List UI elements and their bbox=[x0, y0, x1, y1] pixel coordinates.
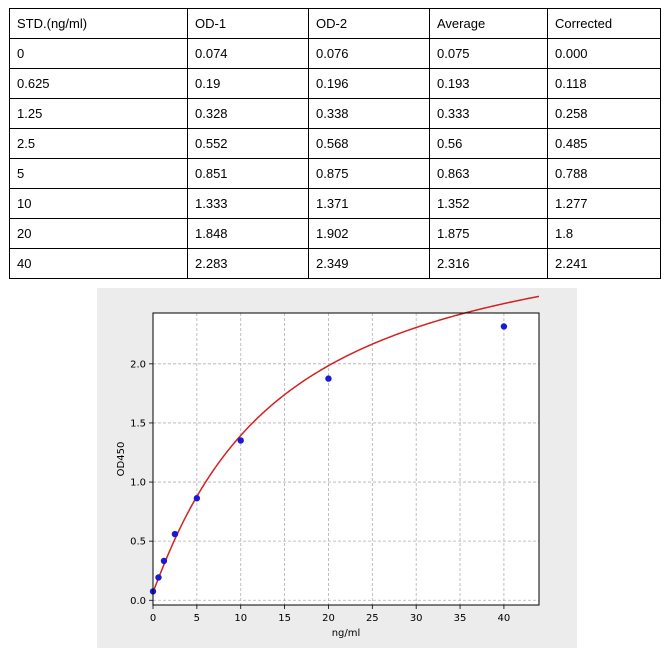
table-row: 5 0.851 0.875 0.863 0.788 bbox=[9, 158, 661, 189]
table-cell: 0 bbox=[9, 38, 188, 69]
data-point bbox=[193, 495, 201, 502]
x-tick-label: 30 bbox=[410, 613, 423, 624]
table-cell: 0.258 bbox=[547, 98, 661, 129]
table-cell: 20 bbox=[9, 218, 188, 249]
table-cell: 0.000 bbox=[547, 38, 661, 69]
table-cell: 1.352 bbox=[429, 188, 548, 219]
standard-table: STD.(ng/ml) OD-1 OD-2 Average Corrected 0 0.07… bbox=[9, 8, 661, 279]
column-header: Average bbox=[429, 8, 548, 39]
table-cell: 5 bbox=[9, 158, 188, 189]
table-cell: 0.193 bbox=[429, 68, 548, 99]
column-header: OD-1 bbox=[187, 8, 309, 39]
table-cell: 10 bbox=[9, 188, 188, 219]
y-tick-label: 1.5 bbox=[130, 418, 146, 429]
table-cell: 0.568 bbox=[308, 128, 430, 159]
x-tick-label: 25 bbox=[366, 613, 379, 624]
table-cell: 1.333 bbox=[187, 188, 309, 219]
y-tick-label: 2.0 bbox=[130, 359, 146, 370]
table-row: 1.25 0.328 0.338 0.333 0.258 bbox=[9, 98, 661, 129]
column-header: Corrected bbox=[547, 8, 661, 39]
data-point bbox=[237, 437, 244, 444]
x-tick-label: 0 bbox=[150, 613, 156, 624]
data-point bbox=[155, 574, 162, 581]
table-header-row: STD.(ng/ml) OD-1 OD-2 Average Corrected bbox=[9, 8, 661, 39]
data-point bbox=[171, 530, 179, 538]
table-cell: 1.277 bbox=[547, 188, 661, 219]
table-cell: 2.241 bbox=[547, 248, 661, 279]
table-cell: 0.118 bbox=[547, 68, 661, 99]
table-cell: 0.875 bbox=[308, 158, 430, 189]
table-cell: 0.863 bbox=[429, 158, 548, 189]
table-cell: 40 bbox=[9, 248, 188, 279]
table-cell: 1.371 bbox=[308, 188, 430, 219]
table-cell: 1.25 bbox=[9, 98, 188, 129]
table-cell: 2.5 bbox=[9, 128, 188, 159]
y-tick-label: 0.5 bbox=[130, 537, 146, 548]
chart-svg: 0 5 10 15 20 25 30 35 40 0.0 0.5 1.0 1.5 2.0 ng/ml OD45… bbox=[116, 295, 540, 639]
data-point bbox=[500, 323, 508, 330]
column-header: OD-2 bbox=[308, 8, 430, 39]
x-tick-label: 15 bbox=[278, 613, 291, 624]
x-tick-label: 10 bbox=[234, 613, 247, 624]
table-cell: 0.625 bbox=[9, 68, 188, 99]
table-cell: 1.848 bbox=[187, 218, 309, 249]
x-tick-label: 35 bbox=[454, 613, 467, 624]
table-row: 10 1.333 1.371 1.352 1.277 bbox=[9, 188, 661, 219]
table-cell: 2.283 bbox=[187, 248, 309, 279]
y-tick-label: 1.0 bbox=[130, 478, 146, 489]
table-cell: 1.875 bbox=[429, 218, 548, 249]
table-cell: 0.338 bbox=[308, 98, 430, 129]
table-row: 0 0.074 0.076 0.075 0.000 bbox=[9, 38, 661, 69]
table-cell: 1.8 bbox=[547, 218, 661, 249]
plot-area bbox=[153, 313, 539, 605]
fit-curve bbox=[152, 295, 540, 593]
table-cell: 0.485 bbox=[547, 128, 661, 159]
x-tick-label: 20 bbox=[322, 613, 335, 624]
data-point bbox=[160, 557, 168, 565]
table-row: 20 1.848 1.902 1.875 1.8 bbox=[9, 218, 661, 249]
table-cell: 0.788 bbox=[547, 158, 661, 189]
table-row: 2.5 0.552 0.568 0.56 0.485 bbox=[9, 128, 661, 159]
table-cell: 0.075 bbox=[429, 38, 548, 69]
standard-curve-chart: 0 5 10 15 20 25 30 35 40 0.0 0.5 1.0 1.5 2.0 ng/ml OD45… bbox=[97, 288, 577, 648]
column-header: STD.(ng/ml) bbox=[9, 8, 188, 39]
table-cell: 1.902 bbox=[308, 218, 430, 249]
table-cell: 0.851 bbox=[187, 158, 309, 189]
x-tick-label: 5 bbox=[194, 613, 200, 624]
table-row: 40 2.283 2.349 2.316 2.241 bbox=[9, 248, 661, 279]
x-tick-label: 40 bbox=[498, 613, 511, 624]
table-row: 0.625 0.19 0.196 0.193 0.118 bbox=[9, 68, 661, 99]
table-cell: 2.316 bbox=[429, 248, 548, 279]
table-cell: 2.349 bbox=[308, 248, 430, 279]
table-cell: 0.076 bbox=[308, 38, 430, 69]
y-tick-label: 0.0 bbox=[130, 596, 146, 607]
table-cell: 0.56 bbox=[429, 128, 548, 159]
table-cell: 0.074 bbox=[187, 38, 309, 69]
table-cell: 0.552 bbox=[187, 128, 309, 159]
data-point bbox=[325, 375, 332, 382]
table-cell: 0.328 bbox=[187, 98, 309, 129]
x-axis-label: ng/ml bbox=[332, 628, 361, 639]
plot-frame bbox=[152, 312, 540, 606]
table-cell: 0.333 bbox=[429, 98, 548, 129]
table-cell: 0.196 bbox=[308, 68, 430, 99]
y-axis-label: OD450 bbox=[116, 442, 127, 477]
table-cell: 0.19 bbox=[187, 68, 309, 99]
